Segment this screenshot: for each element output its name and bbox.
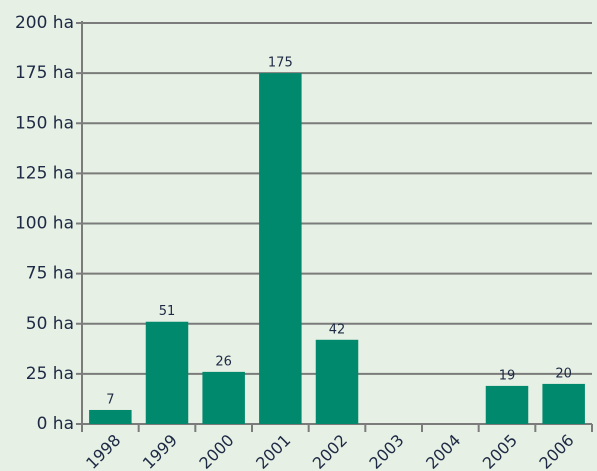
bar (259, 73, 302, 424)
bar (89, 409, 132, 424)
y-tick-label: 75 ha (26, 264, 74, 284)
y-tick-label: 100 ha (15, 214, 74, 234)
bar (542, 383, 585, 424)
value-label: 26 (215, 354, 232, 369)
y-tick-label: 175 ha (15, 63, 74, 83)
bar (315, 339, 359, 424)
y-tick-label: 150 ha (15, 113, 74, 133)
value-label: 19 (499, 368, 516, 383)
value-label: 51 (159, 304, 176, 319)
y-tick-label: 25 ha (26, 364, 74, 384)
y-tick-label: 200 ha (15, 13, 74, 33)
y-tick-label: 50 ha (26, 314, 74, 334)
bar (145, 321, 189, 424)
value-label: 175 (268, 56, 293, 71)
value-label: 42 (329, 322, 346, 337)
bar (202, 371, 245, 424)
value-label: 7 (106, 392, 114, 407)
value-label: 20 (555, 366, 572, 381)
y-tick-label: 125 ha (15, 163, 74, 183)
y-tick-label: 0 ha (37, 414, 74, 434)
bar (485, 385, 529, 424)
